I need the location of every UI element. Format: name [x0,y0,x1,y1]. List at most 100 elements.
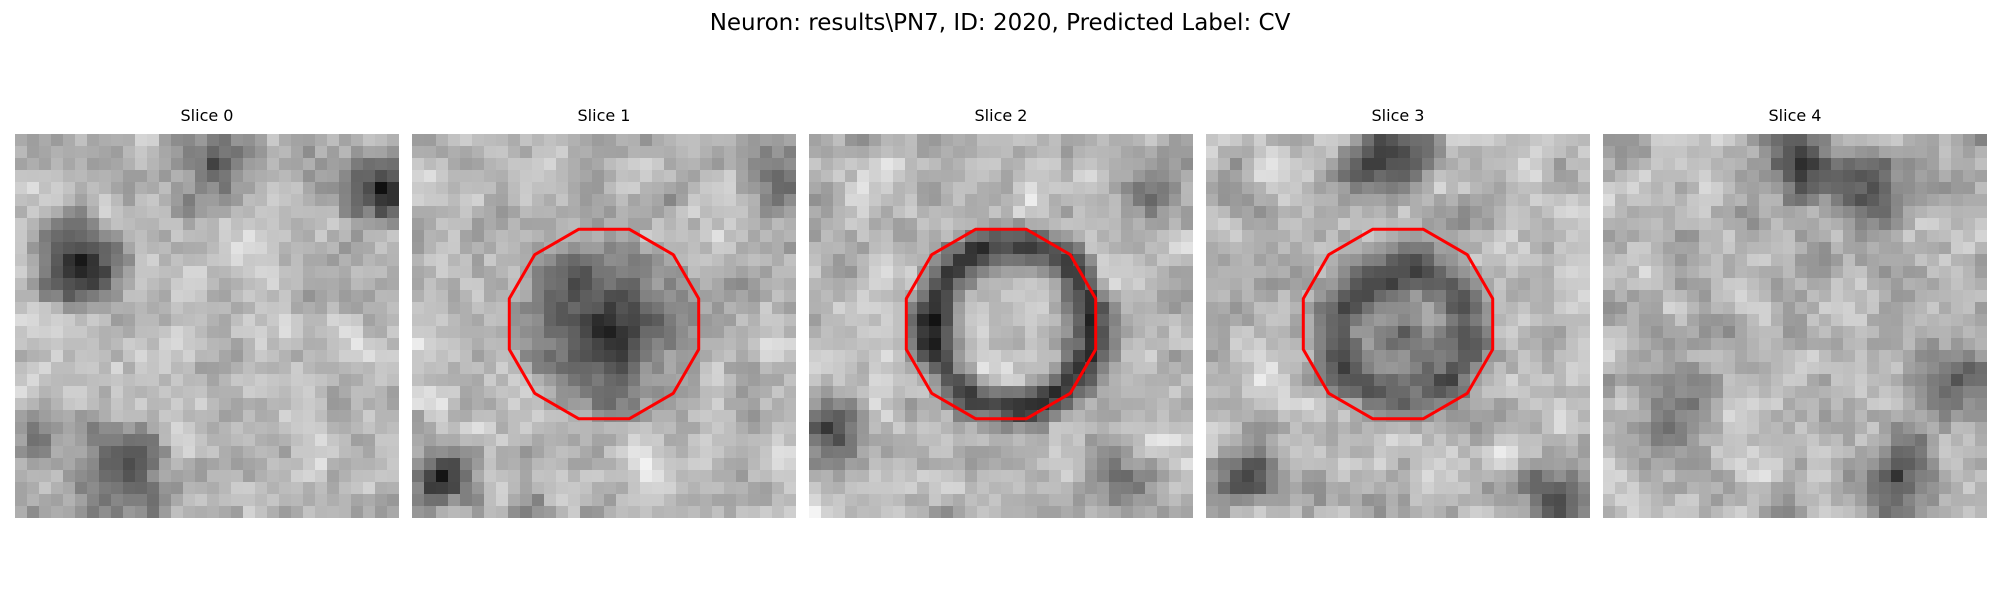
slice-pixel [1254,506,1267,518]
slice-pixel [1879,386,1892,399]
slice-pixel [1434,374,1447,387]
slice-pixel [1603,290,1616,303]
slice-pixel [1458,146,1471,159]
slice-pixel [772,434,785,447]
slice-pixel [315,146,328,159]
slice-pixel [1458,326,1471,339]
slice-pixel [1903,278,1916,291]
slice-pixel [1939,350,1952,363]
slice-pixel [1230,338,1243,351]
slice-pixel [327,434,340,447]
slice-pixel [929,410,942,423]
slice-pixel [267,314,280,327]
slice-pixel [845,458,858,471]
slice-pixel [1013,302,1026,315]
slice-pixel [1398,230,1411,243]
slice-pixel [315,194,328,207]
slice-pixel [1530,386,1543,399]
slice-pixel [989,278,1002,291]
slice-pixel [171,266,184,279]
slice-pixel [809,362,822,375]
slice-pixel [339,194,352,207]
slice-pixel [929,386,942,399]
slice-pixel [1157,338,1170,351]
slice-pixel [628,206,641,219]
slice-pixel [1254,446,1267,459]
slice-pixel [977,434,990,447]
slice-pixel [664,194,677,207]
slice-pixel [881,338,894,351]
slice-pixel [580,146,593,159]
slice-pixel [387,362,399,375]
slice-pixel [568,494,581,507]
slice-pixel [111,254,124,267]
slice-pixel [1699,158,1712,171]
slice-pixel [833,278,846,291]
slice-pixel [1771,218,1784,231]
slice-pixel [1302,410,1315,423]
slice-pixel [1530,434,1543,447]
slice-pixel [195,254,208,267]
slice-pixel [1542,482,1555,495]
slice-pixel [1975,362,1987,375]
slice-pixel [99,398,112,411]
slice-pixel [736,458,749,471]
slice-pixel [460,446,473,459]
slice-pixel [580,482,593,495]
slice-pixel [1314,398,1327,411]
slice-pixel [580,434,593,447]
slice-pixel [159,374,172,387]
slice-pixel [1169,242,1182,255]
slice-pixel [1314,422,1327,435]
slice-pixel [1061,350,1074,363]
slice-pixel [905,206,918,219]
slice-pixel [1795,350,1808,363]
slice-pixel [917,158,930,171]
slice-pixel [532,470,545,483]
slice-pixel [1518,242,1531,255]
slice-pixel [1891,314,1904,327]
slice-pixel [1663,134,1676,147]
slice-pixel [568,182,581,195]
slice-pixel [111,338,124,351]
slice-pixel [881,278,894,291]
slice-pixel [1867,362,1880,375]
slice-pixel [243,254,256,267]
slice-pixel [1855,170,1868,183]
slice-pixel [953,374,966,387]
slice-pixel [1819,194,1832,207]
slice-pixel [496,314,509,327]
slice-pixel [255,230,268,243]
slice-pixel [39,410,52,423]
slice-pixel [1915,278,1928,291]
slice-pixel [207,446,220,459]
slice-pixel [484,410,497,423]
slice-pixel [1639,158,1652,171]
slice-pixel [111,302,124,315]
slice-pixel [1891,218,1904,231]
slice-pixel [977,182,990,195]
slice-pixel [87,374,100,387]
slice-pixel [1254,338,1267,351]
slice-pixel [857,506,870,518]
slice-pixel [1843,230,1856,243]
slice-pixel [1518,350,1531,363]
slice-pixel [1109,362,1122,375]
slice-pixel [1831,182,1844,195]
slice-pixel [1615,362,1628,375]
slice-pixel [339,170,352,183]
slice-pixel [1013,446,1026,459]
slice-pixel [363,338,376,351]
slice-pixel [1951,278,1964,291]
slice-pixel [1278,182,1291,195]
slice-pixel [123,182,136,195]
slice-pixel [1181,494,1193,507]
slice-pixel [1290,242,1303,255]
slice-pixel [1362,290,1375,303]
slice-pixel [857,182,870,195]
slice-pixel [1025,290,1038,303]
slice-pixel [87,182,100,195]
slice-pixel [917,230,930,243]
slice-pixel [1699,290,1712,303]
slice-pixel [1434,254,1447,267]
